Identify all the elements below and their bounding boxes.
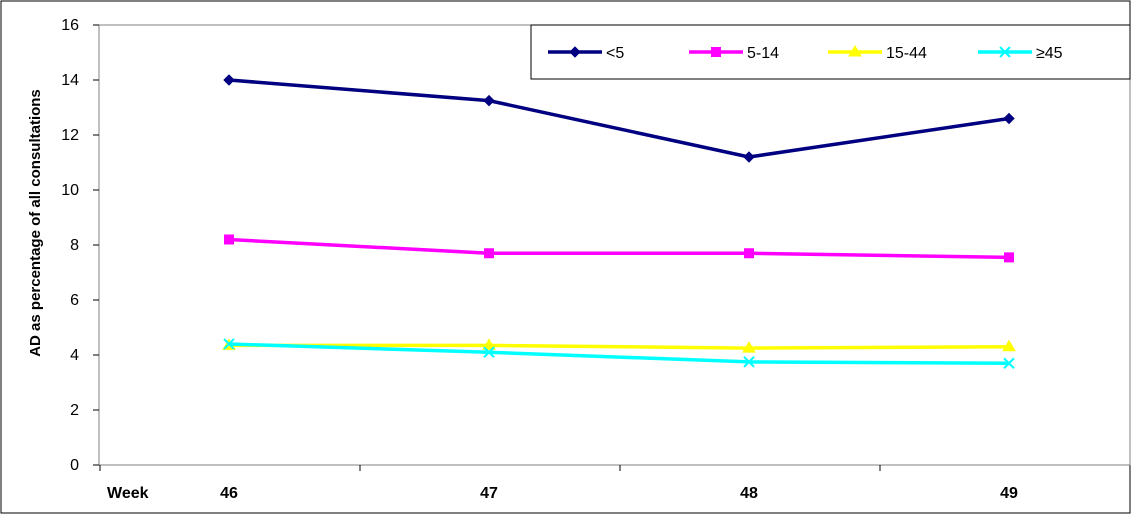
legend-swatch-marker bbox=[711, 47, 721, 57]
legend-label: ≥45 bbox=[1036, 45, 1063, 62]
x-tick-label: 48 bbox=[740, 485, 758, 502]
series-line bbox=[229, 343, 1010, 350]
data-point bbox=[743, 151, 755, 163]
series-3 bbox=[223, 338, 1015, 369]
legend-label: <5 bbox=[606, 45, 624, 62]
data-point bbox=[223, 74, 235, 86]
data-point bbox=[223, 338, 235, 350]
data-point bbox=[1003, 112, 1015, 125]
legend-label: 15-44 bbox=[886, 45, 927, 62]
data-point bbox=[743, 356, 755, 368]
legend: <5 5-14 15-44 ≥45 bbox=[530, 24, 1131, 80]
y-axis-title: AD as percentage of all consultations bbox=[27, 89, 44, 357]
x-tick-label: 46 bbox=[220, 485, 238, 502]
legend-item: 15-44 bbox=[828, 45, 927, 62]
x-axis-title: Week bbox=[107, 485, 149, 502]
legend-label: 5-14 bbox=[747, 45, 779, 62]
y-tick-label: 4 bbox=[70, 347, 79, 364]
data-point bbox=[224, 234, 234, 245]
y-tick-label: 6 bbox=[70, 292, 79, 309]
series-0 bbox=[223, 74, 1015, 163]
data-point bbox=[483, 94, 495, 107]
data-point bbox=[744, 248, 754, 259]
series-1 bbox=[224, 234, 1014, 263]
data-point bbox=[482, 338, 496, 350]
y-axis: 0 2 4 6 8 10 12 14 16 bbox=[61, 17, 99, 474]
legend-item: ≥45 bbox=[978, 45, 1063, 62]
legend-swatch-marker bbox=[999, 46, 1011, 58]
x-tick-label: 47 bbox=[480, 485, 498, 502]
plot-area bbox=[98, 24, 1131, 466]
data-point bbox=[742, 341, 756, 353]
data-point bbox=[484, 248, 494, 259]
y-tick-label: 10 bbox=[61, 182, 79, 199]
y-tick-label: 2 bbox=[70, 402, 79, 419]
legend-swatch-marker bbox=[848, 45, 862, 57]
legend-item: 5-14 bbox=[689, 45, 779, 62]
data-point bbox=[483, 346, 495, 358]
x-axis: 46 47 48 49 bbox=[99, 465, 1018, 502]
series-line bbox=[228, 78, 1010, 159]
y-tick-label: 12 bbox=[61, 127, 79, 144]
series-line bbox=[228, 342, 1010, 365]
y-tick-label: 0 bbox=[70, 457, 79, 474]
y-tick-label: 16 bbox=[61, 17, 79, 34]
data-point bbox=[1002, 339, 1016, 352]
series-line bbox=[228, 237, 1010, 260]
legend-swatch-marker bbox=[569, 46, 581, 58]
legend-item: <5 bbox=[548, 45, 624, 62]
y-tick-label: 8 bbox=[70, 237, 79, 254]
series-layer bbox=[222, 74, 1016, 369]
y-tick-label: 14 bbox=[61, 72, 79, 89]
data-point bbox=[1003, 357, 1015, 369]
x-tick-label: 49 bbox=[1000, 485, 1018, 502]
data-point bbox=[1004, 252, 1014, 263]
